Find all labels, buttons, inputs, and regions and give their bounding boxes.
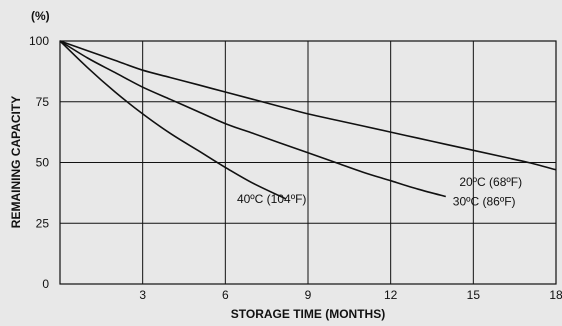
series-line-20c [59,40,557,171]
x-tick-label-12: 12 [384,288,398,302]
plot-frame [59,40,557,285]
series-layer [59,40,557,200]
series-label-30c: 30ºC (86ºF) [453,195,516,209]
y-tick-label-0: 0 [42,277,49,291]
series-line-30c [59,40,447,198]
axis-layer: 0 25 50 75 100 3 6 9 12 15 18 [29,34,562,302]
x-tick-label-15: 15 [467,288,481,302]
y-axis-title: REMAINING CAPACITY [9,96,23,228]
y-tick-label-25: 25 [36,216,50,230]
y-tick-label-50: 50 [36,156,50,170]
y-tick-label-100: 100 [29,34,49,48]
series-label-40c: 40ºC (104ºF) [237,192,306,206]
grid-layer [60,40,557,285]
x-tick-label-18: 18 [549,288,562,302]
series-label-20c: 20ºC (68ºF) [459,175,522,189]
x-axis-title: STORAGE TIME (MONTHS) [231,307,385,321]
label-layer: (%) STORAGE TIME (MONTHS) REMAINING CAPACI… [9,9,522,321]
x-tick-label-3: 3 [139,288,146,302]
x-tick-label-9: 9 [305,288,312,302]
series-line-40c [59,40,287,200]
x-tick-label-6: 6 [222,288,229,302]
unit-label: (%) [31,9,50,23]
y-tick-label-75: 75 [36,95,50,109]
